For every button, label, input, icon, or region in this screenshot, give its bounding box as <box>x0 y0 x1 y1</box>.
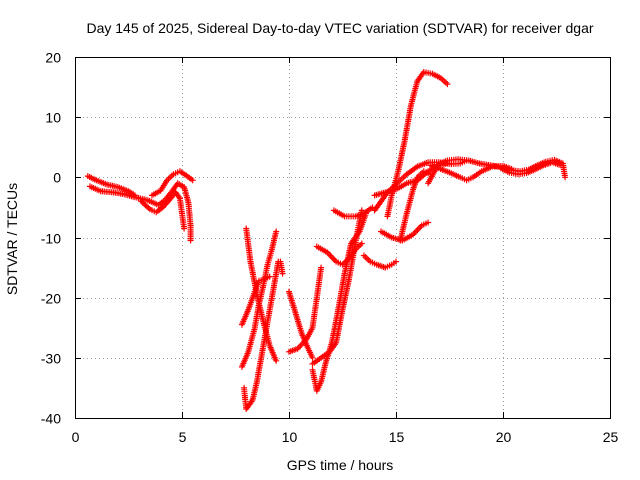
data-point <box>279 270 286 277</box>
data-point <box>273 357 280 364</box>
y-tick-label: -40 <box>41 411 61 427</box>
series-track-19 <box>384 69 451 220</box>
y-tick-label: -30 <box>41 351 61 367</box>
series-track-14 <box>313 240 365 268</box>
grid <box>75 57 610 418</box>
series-track-18 <box>371 157 470 214</box>
series-track-03 <box>138 189 188 232</box>
series-track-25 <box>508 156 569 181</box>
x-tick-label: 20 <box>496 429 512 445</box>
y-tick-label: -10 <box>41 231 61 247</box>
data-point <box>309 354 316 361</box>
data-point <box>273 228 280 235</box>
data-points <box>84 69 569 412</box>
data-point <box>393 258 399 265</box>
data-point <box>358 240 365 247</box>
data-point <box>187 237 194 244</box>
y-tick-label: 10 <box>45 110 61 126</box>
series-track-21 <box>397 168 434 244</box>
chart-title: Day 145 of 2025, Sidereal Day-to-day VTE… <box>86 20 593 36</box>
series-track-13 <box>309 207 365 367</box>
series-track-02 <box>87 180 194 244</box>
data-point <box>562 174 569 181</box>
y-axis-label: SDTVAR / TECUs <box>4 183 20 295</box>
data-point <box>425 219 432 226</box>
x-tick-label: 0 <box>72 429 80 445</box>
x-axis-label: GPS time / hours <box>287 457 394 473</box>
data-point <box>189 177 196 184</box>
series-track-08 <box>241 258 282 412</box>
y-tick-label: 0 <box>53 170 61 186</box>
series-track-01 <box>84 173 138 199</box>
x-tick-label: 10 <box>282 429 298 445</box>
data-point <box>318 264 325 271</box>
series-track-04 <box>149 168 196 199</box>
series-track-11 <box>286 264 325 355</box>
series-track-15 <box>330 204 376 220</box>
y-tick-label: 20 <box>45 50 61 66</box>
x-tick-label: 15 <box>389 429 405 445</box>
x-tick-label: 25 <box>603 429 619 445</box>
axis-ticks: 0 5 10 15 20 25 -40 -30 -20 -10 0 10 20 <box>41 50 619 446</box>
series-track-12 <box>309 210 369 394</box>
series-track-16 <box>360 252 399 271</box>
x-tick-label: 5 <box>179 429 187 445</box>
series-track-09 <box>277 258 286 277</box>
data-point <box>444 81 451 88</box>
data-point <box>181 225 188 232</box>
y-tick-label: -20 <box>41 291 61 307</box>
